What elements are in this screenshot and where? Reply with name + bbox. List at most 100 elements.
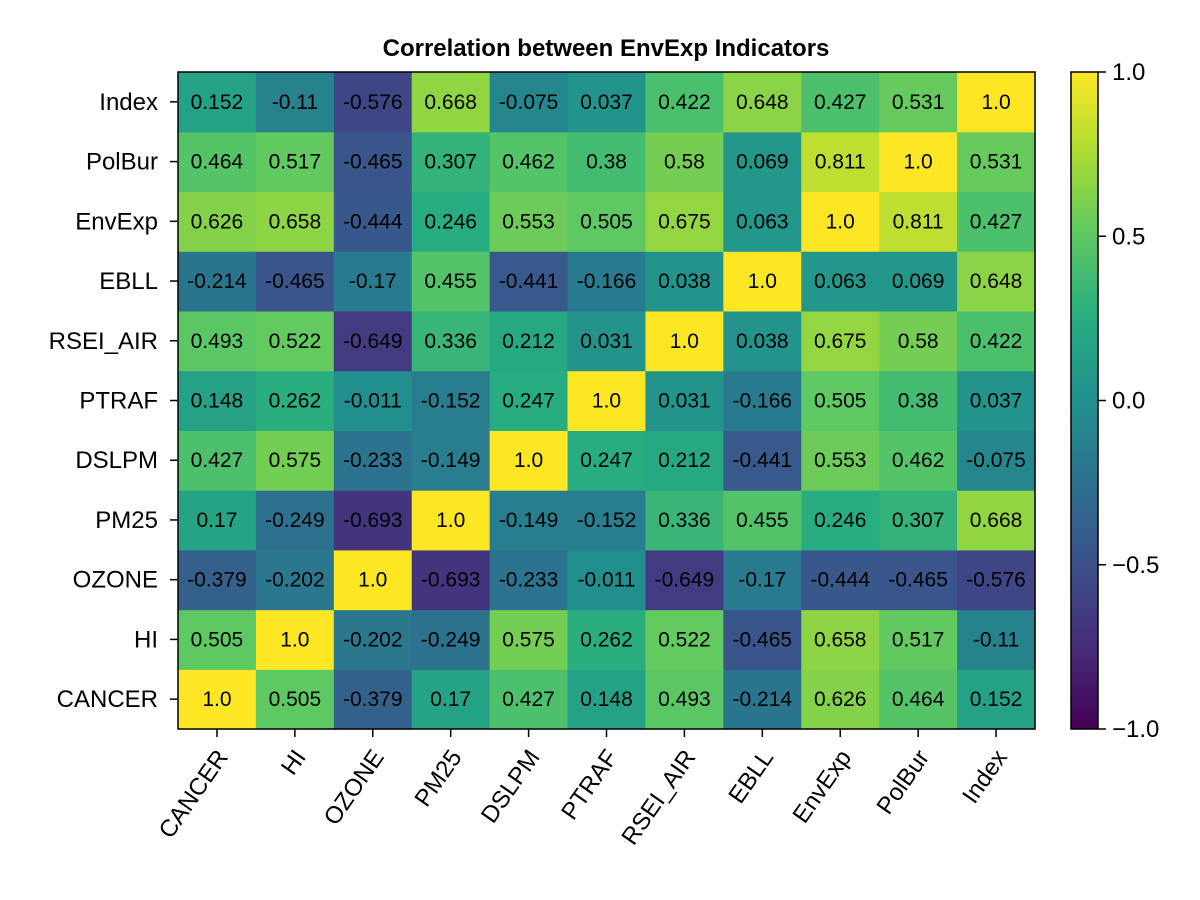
cell-value-label: -0.693 xyxy=(343,509,403,532)
cell-value-label: 0.069 xyxy=(736,151,789,174)
cell-value-label: -0.214 xyxy=(733,688,793,711)
cell-value-label: 0.212 xyxy=(502,330,555,353)
heatmap-cell xyxy=(178,191,257,252)
heatmap-cell xyxy=(801,609,880,670)
heatmap-cell xyxy=(178,669,257,730)
cell-value-label: 0.307 xyxy=(424,151,477,174)
heatmap-cell xyxy=(801,131,880,193)
cell-value-label: 0.58 xyxy=(898,330,939,353)
heatmap-cell xyxy=(255,490,335,551)
heatmap-cell xyxy=(411,131,491,193)
cell-value-label: 0.037 xyxy=(970,390,1023,413)
heatmap-cell xyxy=(411,251,491,312)
heatmap-cell xyxy=(645,549,724,611)
cell-value-label: -0.465 xyxy=(343,151,403,174)
heatmap-cell xyxy=(723,310,802,372)
cell-value-label: 0.462 xyxy=(892,449,945,472)
cell-value-label: 1.0 xyxy=(280,628,309,651)
cell-value-label: 0.063 xyxy=(814,270,867,293)
cell-value-label: 0.505 xyxy=(580,210,633,233)
y-tick-label: PTRAF xyxy=(79,388,158,415)
cell-value-label: 0.668 xyxy=(424,91,477,114)
colorbar-tick-label: 0.5 xyxy=(1112,223,1145,250)
cell-value-label: 1.0 xyxy=(202,688,231,711)
cell-value-label: 0.037 xyxy=(580,91,633,114)
cell-value-label: 1.0 xyxy=(436,509,465,532)
cell-value-label: 0.038 xyxy=(736,330,789,353)
cell-value-label: 1.0 xyxy=(826,210,855,233)
cell-value-label: -0.075 xyxy=(966,449,1026,472)
cell-value-label: 0.675 xyxy=(814,330,867,353)
heatmap-cell xyxy=(567,609,647,670)
cell-value-label: 0.38 xyxy=(898,390,939,413)
cell-value-label: 0.505 xyxy=(191,628,244,651)
heatmap-cell xyxy=(178,251,257,312)
heatmap-cell xyxy=(178,549,257,611)
heatmap-cell xyxy=(723,430,802,491)
cell-value-label: 0.464 xyxy=(892,688,945,711)
heatmap-cell xyxy=(723,131,802,193)
colorbar-tick-label: −0.5 xyxy=(1112,552,1159,579)
heatmap-cell xyxy=(879,370,958,431)
heatmap-cell xyxy=(957,310,1036,372)
cell-value-label: 0.658 xyxy=(269,210,322,233)
y-tick-label: HI xyxy=(134,626,158,653)
heatmap-cell xyxy=(255,131,335,193)
cell-value-label: 0.493 xyxy=(658,688,711,711)
heatmap-cell xyxy=(879,191,958,252)
heatmap-cell xyxy=(333,72,413,133)
heatmap-cell xyxy=(411,310,491,372)
cell-value-label: -0.11 xyxy=(272,91,318,114)
colorbar-tick-label: 1.0 xyxy=(1112,59,1145,86)
heatmap-cell xyxy=(178,370,257,431)
cell-value-label: 0.031 xyxy=(658,390,711,413)
x-tick-label: HI xyxy=(276,745,312,780)
heatmap-cell xyxy=(411,191,491,252)
x-tick-label: EBLL xyxy=(723,745,779,809)
x-tick-label: PolBur xyxy=(872,745,935,820)
cell-value-label: -0.011 xyxy=(578,569,636,592)
heatmap-cell xyxy=(567,310,647,372)
heatmap-cell xyxy=(489,609,569,670)
heatmap-cell xyxy=(333,669,413,730)
heatmap-cell xyxy=(645,310,724,372)
heatmap-cell xyxy=(801,549,880,611)
cell-value-label: 0.247 xyxy=(502,390,555,413)
cell-value-label: -0.11 xyxy=(973,628,1019,651)
heatmap-cell xyxy=(957,251,1036,312)
heatmap-cell xyxy=(879,490,958,551)
cell-value-label: 0.038 xyxy=(658,270,711,293)
heatmap-cell xyxy=(567,251,647,312)
heatmap-cell xyxy=(879,251,958,312)
heatmap-cell xyxy=(801,490,880,551)
heatmap-cell xyxy=(645,131,724,193)
cell-value-label: -0.379 xyxy=(187,569,247,592)
heatmap-cell xyxy=(723,609,802,670)
heatmap-cell xyxy=(333,609,413,670)
y-tick-label: Index xyxy=(99,89,158,116)
cell-value-label: 0.455 xyxy=(424,270,477,293)
heatmap-cell xyxy=(801,251,880,312)
cell-value-label: -0.576 xyxy=(343,91,403,114)
cell-value-label: 0.336 xyxy=(658,509,711,532)
cell-value-label: 0.811 xyxy=(893,210,944,233)
cell-value-label: 0.505 xyxy=(269,688,322,711)
cell-value-label: -0.075 xyxy=(499,91,559,114)
colorbar-tick-label: −1.0 xyxy=(1112,716,1159,743)
cell-value-label: -0.441 xyxy=(499,270,559,293)
heatmap-cell xyxy=(957,131,1036,193)
heatmap-cell xyxy=(957,191,1036,252)
heatmap-cell xyxy=(567,669,647,730)
cell-value-label: 0.464 xyxy=(191,151,244,174)
cell-value-label: 0.152 xyxy=(191,91,244,114)
heatmap-cell xyxy=(645,430,724,491)
x-tick-label: EnvExp xyxy=(788,745,858,828)
heatmap-cell xyxy=(255,370,335,431)
x-tick-label: RSEI_AIR xyxy=(616,745,701,850)
cell-value-label: 0.262 xyxy=(580,628,633,651)
heatmap-cell xyxy=(255,669,335,730)
heatmap-cell xyxy=(957,430,1036,491)
heatmap-cell xyxy=(489,251,569,312)
heatmap-cell xyxy=(567,430,647,491)
heatmap-cell xyxy=(255,72,335,133)
